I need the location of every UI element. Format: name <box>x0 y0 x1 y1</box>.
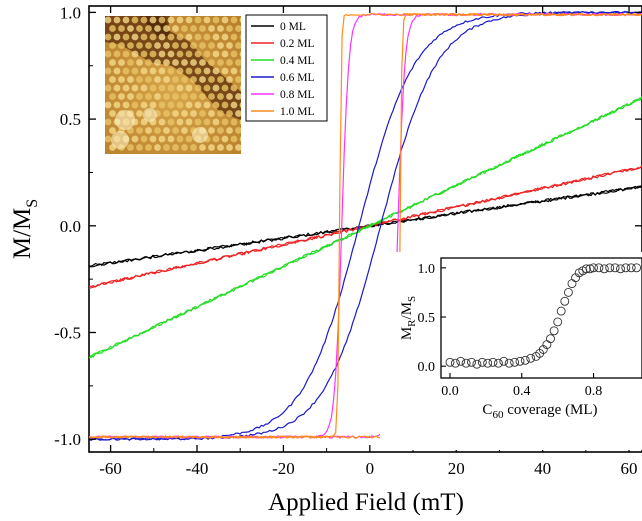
inset-data-point <box>594 263 604 273</box>
legend-label: 0.2 ML <box>280 38 315 50</box>
inset-data-point <box>456 356 466 366</box>
inset-data-point <box>504 358 514 368</box>
inset-data-point <box>483 358 493 368</box>
inset-data-point <box>461 358 471 368</box>
inset-data-point <box>581 264 591 274</box>
inset-data-point <box>626 263 636 273</box>
series-line-0_4-ML <box>89 97 642 359</box>
legend-label: 1.0 ML <box>280 106 315 118</box>
inset-x-axis-title: C60 coverage (ML) <box>482 402 597 421</box>
inset-x-tick-label: 0.4 <box>513 384 531 399</box>
legend-label: 0 ML <box>280 21 306 33</box>
series-line-1_0-ML <box>89 12 642 439</box>
inset-data-point <box>546 334 555 344</box>
inset-y-title-m: M <box>399 327 415 340</box>
x-tick-label: -20 <box>272 459 295 478</box>
series-layer <box>89 10 642 441</box>
x-tick-label: -60 <box>99 459 122 478</box>
inset-data-point <box>599 264 609 274</box>
legend-box <box>245 14 328 122</box>
inset-x-tick-label: 0.0 <box>441 384 459 399</box>
inset-y-tick-label: 0.5 <box>418 311 436 326</box>
inset-frame <box>440 257 642 379</box>
inset-chart: 0.0 0.4 0.8 0.0 0.5 1.0 C60 coverage (ML) MR/… <box>380 252 642 450</box>
inset-data-point <box>621 263 631 273</box>
legend-label: 0.4 ML <box>280 55 315 67</box>
inset-data-point <box>445 357 455 367</box>
inset-x-tick-label: 0.8 <box>585 384 603 399</box>
plot-frame <box>88 5 642 453</box>
inset-data-point <box>493 358 503 368</box>
stm-dark-domain <box>105 16 241 120</box>
x-tick-label: 20 <box>448 459 465 478</box>
y-tick-label: -1.0 <box>54 430 81 449</box>
inset-data-point <box>585 264 595 274</box>
inset-y-tick-label: 1.0 <box>418 262 436 277</box>
x-tick-label: 0 <box>366 459 375 478</box>
inset-x-title-main: C <box>482 402 492 418</box>
y-axis-title-sub: S <box>24 199 41 208</box>
inset-data-point <box>589 263 598 273</box>
inset-data-point <box>467 357 476 367</box>
stm-topography-image <box>105 16 241 154</box>
legend-label: 0.8 ML <box>280 89 315 101</box>
inset-data-point <box>616 264 625 274</box>
x-tick-label: -40 <box>186 459 209 478</box>
x-tick-label: 60 <box>621 459 638 478</box>
x-axis-title: Applied Field (mT) <box>268 489 464 516</box>
inset-y-tick-label: 0.0 <box>418 360 436 375</box>
inset-data-point <box>549 326 559 336</box>
inset-data-point <box>515 356 525 366</box>
inset-data-point <box>488 357 498 367</box>
inset-data-point <box>472 359 482 369</box>
inset-data-point <box>499 356 509 366</box>
y-tick-label: -0.5 <box>54 323 81 342</box>
y-tick-label: 1.0 <box>60 3 81 22</box>
y-tick-label: 0.0 <box>60 217 81 236</box>
inset-x-title-sub: 60 <box>492 409 504 421</box>
y-tick-label: 0.5 <box>60 110 81 129</box>
axis-layer: -60 -40 -20 0 20 40 60 -1.0 -0.5 0.0 0.5 1.0 <box>54 3 642 478</box>
inset-x-title-suffix: coverage (ML) <box>503 402 597 418</box>
inset-data-point <box>520 355 530 365</box>
inset-data-point <box>563 287 573 297</box>
inset-background <box>380 252 642 450</box>
inset-data-point <box>450 358 460 368</box>
inset-y-title-sub2: S <box>406 296 418 302</box>
inset-data-point <box>560 296 570 306</box>
inset-data-point <box>610 263 620 273</box>
inset-y-title-sub1: R <box>406 319 418 327</box>
inset-data-point <box>556 306 566 316</box>
y-axis-title: M/MS <box>9 199 41 259</box>
inset-data-point <box>632 263 642 273</box>
inset-data-point <box>553 317 563 327</box>
legend: 0 ML 0.2 ML 0.4 ML 0.6 ML 0.8 ML 1.0 ML <box>245 14 328 122</box>
inset-y-axis-title: MR/MS <box>399 296 418 340</box>
x-tick-label: 40 <box>534 459 551 478</box>
legend-label: 0.6 ML <box>280 72 315 84</box>
inset-y-title-mid: /M <box>399 302 415 320</box>
inset-data-point <box>526 353 536 363</box>
inset-data-point <box>605 263 615 273</box>
y-axis-title-main: M/M <box>9 208 36 259</box>
inset-data-point <box>477 357 487 367</box>
inset-data-point <box>510 357 520 367</box>
